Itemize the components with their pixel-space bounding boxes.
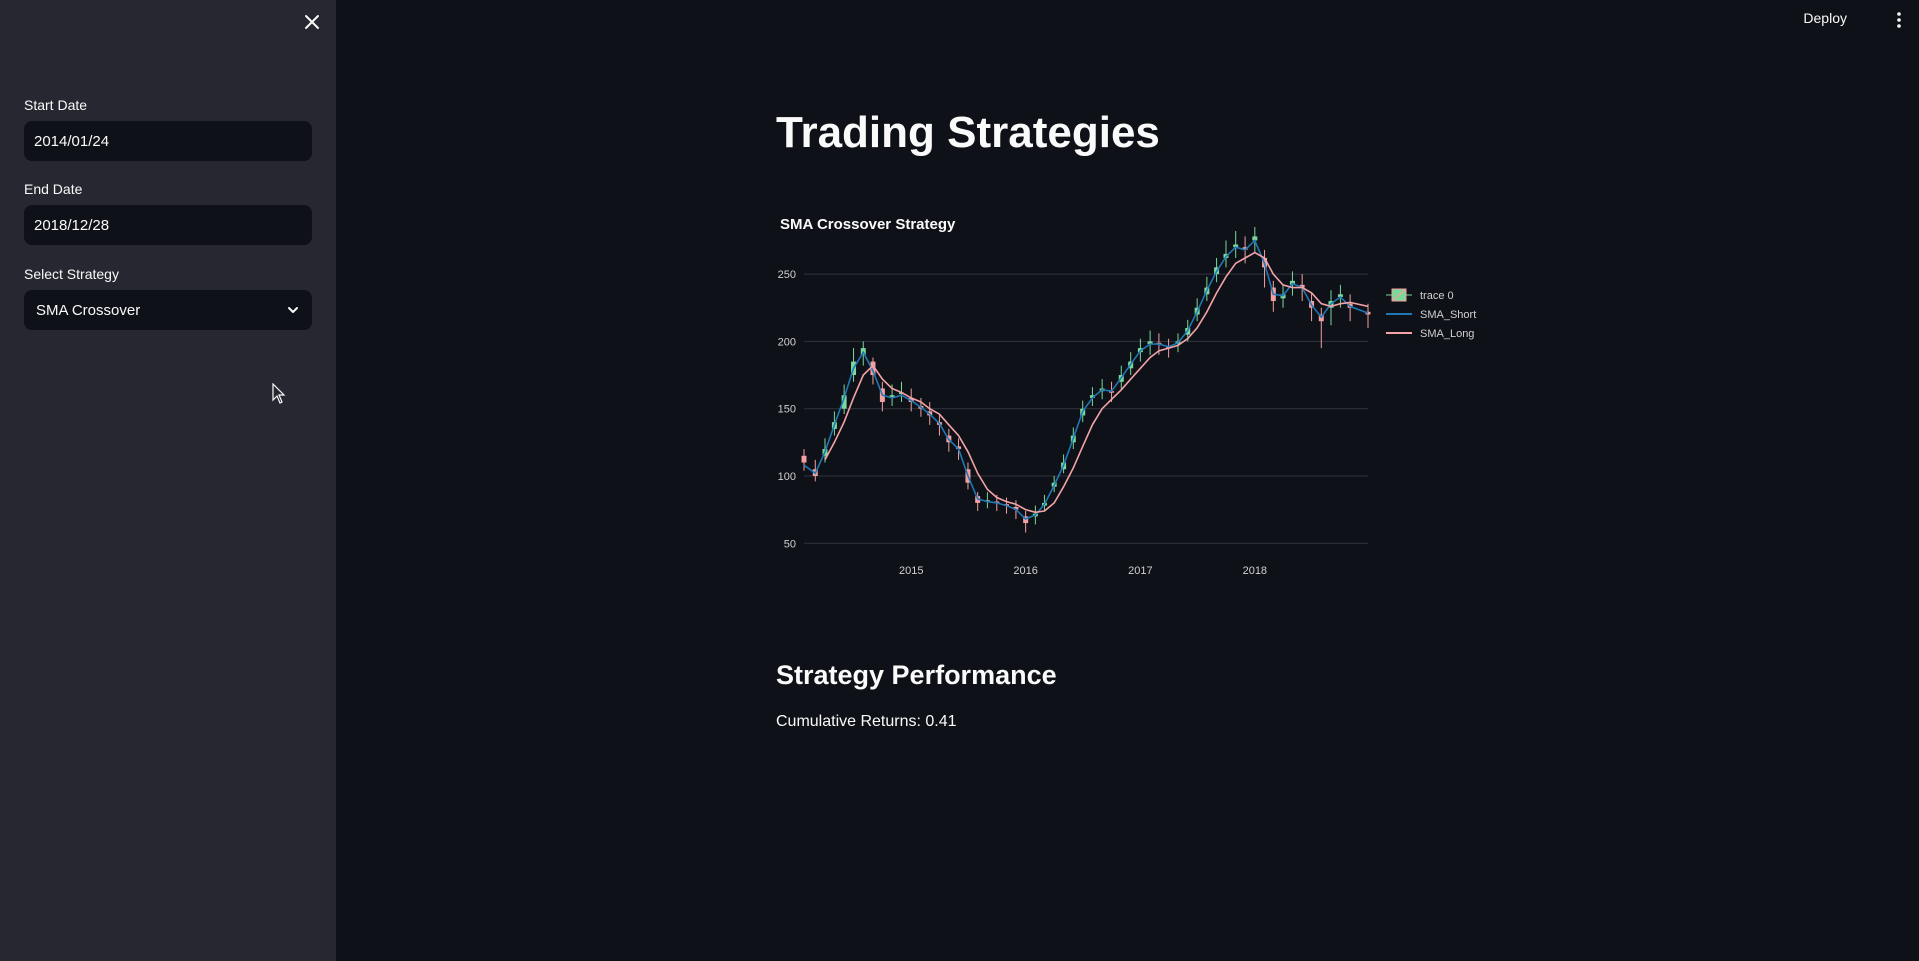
x-tick-label: 2015	[899, 565, 923, 577]
y-tick-label: 50	[784, 538, 796, 550]
strategy-select-value: SMA Crossover	[36, 301, 141, 319]
candle-body	[956, 446, 962, 450]
legend-label-trace0: trace 0	[1420, 290, 1454, 302]
candle-body	[1337, 294, 1343, 297]
candle-body	[870, 361, 876, 376]
chart-title: SMA Crossover Strategy	[780, 216, 956, 233]
legend-label-sma-short: SMA_Short	[1420, 309, 1476, 321]
deploy-button[interactable]: Deploy	[1803, 10, 1847, 26]
sma-chart[interactable]: SMA Crossover Strategy 50 100 150 200 250 2015…	[776, 205, 1496, 595]
candle-body	[1013, 506, 1019, 510]
sma-short-line	[803, 239, 1369, 520]
close-sidebar-button[interactable]	[300, 10, 324, 34]
candle-body	[889, 395, 895, 398]
candle-body	[1242, 247, 1248, 250]
chevron-down-icon	[288, 307, 298, 313]
returns-value: 0.41	[925, 713, 957, 730]
kebab-menu-icon[interactable]	[1893, 10, 1905, 30]
end-date-input[interactable]	[34, 216, 302, 234]
end-date-field[interactable]	[24, 205, 312, 245]
x-tick-label: 2018	[1243, 565, 1267, 577]
x-tick-label: 2016	[1013, 565, 1037, 577]
legend-candle-diagonal	[1391, 288, 1407, 302]
x-tick-label: 2017	[1128, 565, 1152, 577]
close-icon	[305, 15, 319, 29]
mouse-cursor-icon	[272, 383, 286, 404]
y-tick-label: 100	[778, 471, 796, 483]
y-tick-label: 200	[778, 336, 796, 348]
cumulative-returns: Cumulative Returns: 0.41	[776, 713, 957, 731]
strategy-select[interactable]: SMA Crossover	[24, 290, 312, 330]
candle-body	[1365, 311, 1371, 315]
candle-body	[1252, 236, 1258, 241]
y-tick-label: 150	[778, 404, 796, 416]
sidebar: Start Date End Date Select Strategy SMA …	[0, 0, 336, 961]
chart-canvas: SMA Crossover Strategy 50 100 150 200 250 2015…	[778, 216, 1477, 577]
start-date-label: Start Date	[24, 97, 88, 113]
section-title: Strategy Performance	[776, 660, 1057, 690]
y-tick-label: 250	[778, 269, 796, 281]
strategy-label: Select Strategy	[24, 266, 119, 282]
sma-long-line	[824, 251, 1369, 514]
end-date-label: End Date	[24, 181, 83, 197]
candle-body	[841, 395, 847, 409]
legend-label-sma-long: SMA_Long	[1420, 328, 1474, 340]
start-date-input[interactable]	[34, 132, 302, 150]
candle-body	[1147, 341, 1153, 345]
candle-body	[1089, 395, 1095, 398]
candle-body	[1299, 284, 1305, 288]
page-title: Trading Strategies	[776, 108, 1160, 157]
candle-body	[1233, 244, 1239, 248]
returns-label: Cumulative Returns:	[776, 713, 921, 730]
start-date-field[interactable]	[24, 121, 312, 161]
candle-body	[801, 455, 807, 463]
